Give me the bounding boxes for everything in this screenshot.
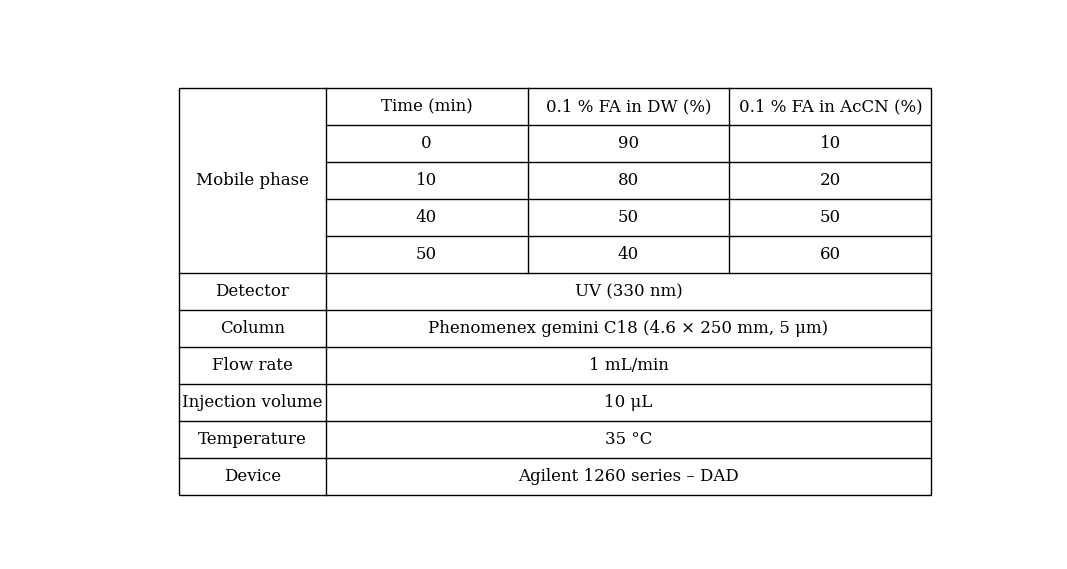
Text: 0.1 % FA in DW (%): 0.1 % FA in DW (%) [545,98,712,115]
Text: Column: Column [220,320,285,337]
Text: 50: 50 [416,246,437,263]
Text: 10: 10 [819,135,841,152]
Text: 90: 90 [618,135,639,152]
Text: Mobile phase: Mobile phase [195,172,308,189]
Text: Time (min): Time (min) [381,98,473,115]
Text: 80: 80 [618,172,639,189]
Text: 40: 40 [618,246,639,263]
Text: Injection volume: Injection volume [182,394,322,411]
Text: 10 μL: 10 μL [604,394,653,411]
Text: Detector: Detector [216,283,289,300]
Text: 60: 60 [819,246,841,263]
Text: 35 °C: 35 °C [605,431,652,448]
Text: Temperature: Temperature [197,431,306,448]
Text: 0.1 % FA in AcCN (%): 0.1 % FA in AcCN (%) [738,98,922,115]
Text: 1 mL/min: 1 mL/min [589,357,668,374]
Text: 20: 20 [819,172,841,189]
Text: Agilent 1260 series – DAD: Agilent 1260 series – DAD [519,468,738,485]
Text: Flow rate: Flow rate [211,357,292,374]
Text: Device: Device [224,468,281,485]
Text: 50: 50 [618,209,639,226]
Text: 50: 50 [819,209,841,226]
Text: UV (330 nm): UV (330 nm) [575,283,683,300]
Text: 10: 10 [416,172,437,189]
Text: 40: 40 [416,209,437,226]
Text: Phenomenex gemini C18 (4.6 × 250 mm, 5 μm): Phenomenex gemini C18 (4.6 × 250 mm, 5 μ… [429,320,829,337]
Text: 0: 0 [421,135,432,152]
